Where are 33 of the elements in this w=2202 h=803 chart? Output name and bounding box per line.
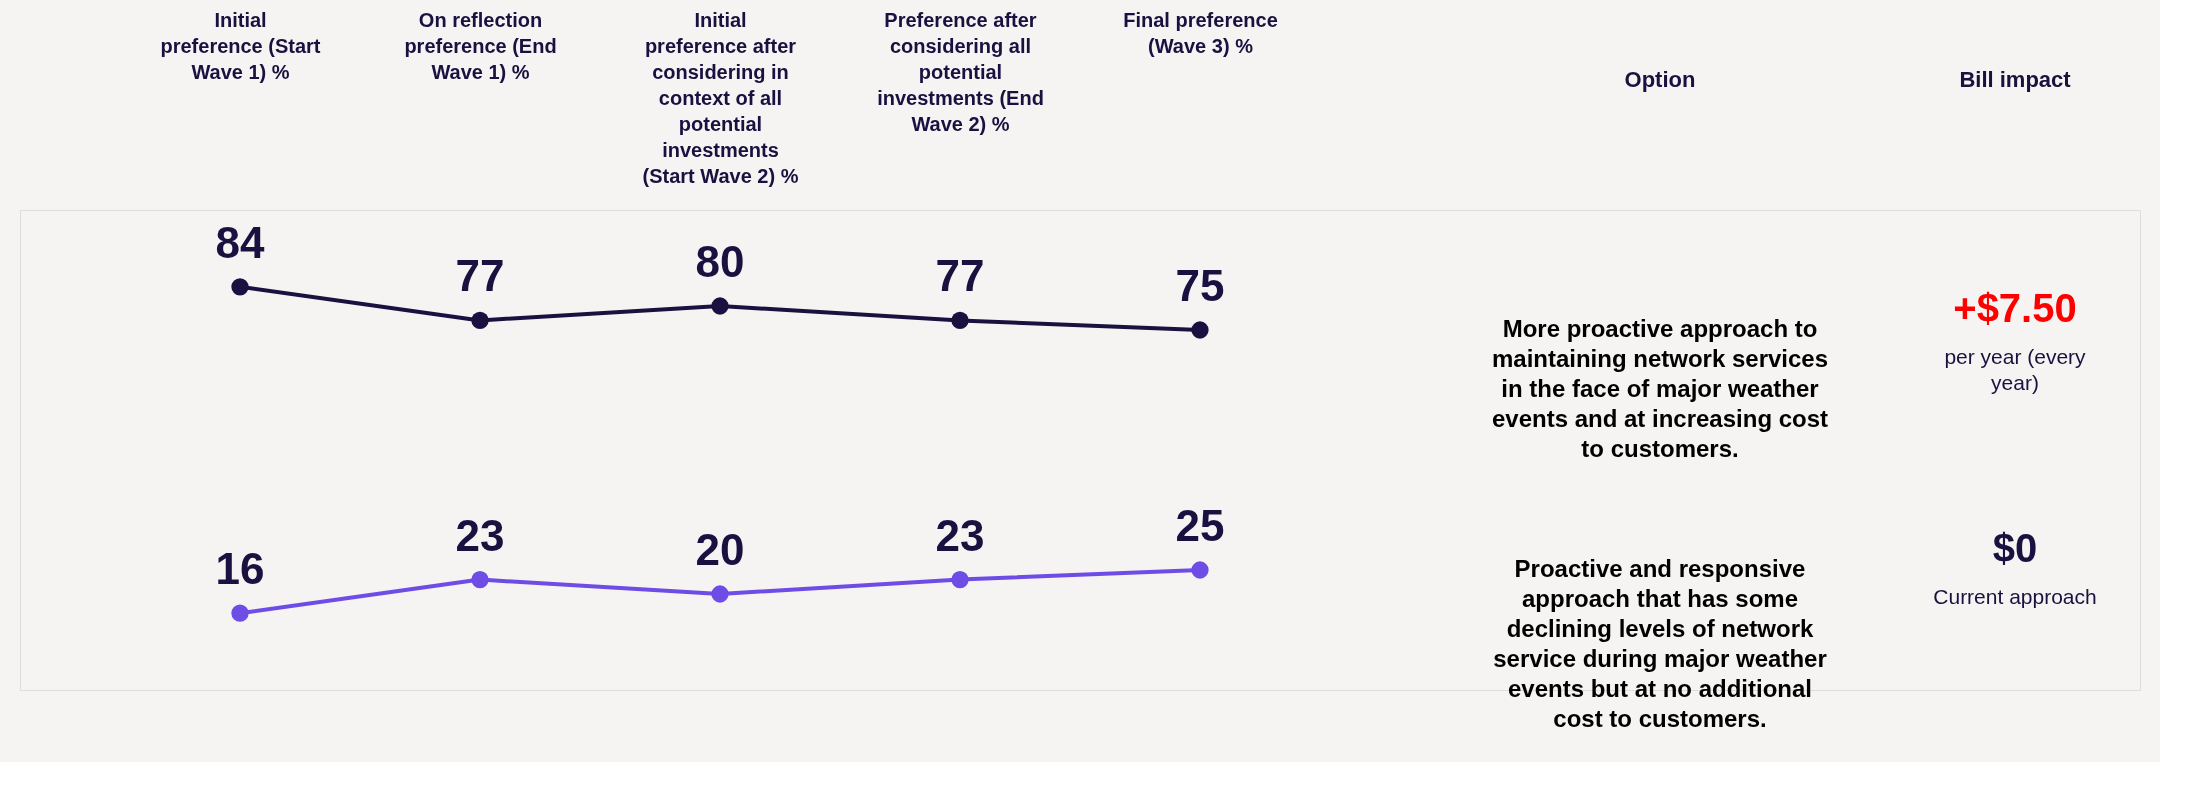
data-label: 77 [935, 251, 985, 301]
data-label: 16 [215, 544, 265, 594]
text: $0 [1992, 526, 2038, 570]
x-tick-label: Initial preference after considering in context of all potential investments (Start Wave 2) % [642, 8, 799, 187]
data-label: 84 [215, 217, 265, 267]
point [471, 311, 489, 330]
text: Bill impact [1959, 67, 2072, 92]
point [951, 570, 969, 589]
text: Proactive and responsive approach that has some declining levels of network service during major weather events but at no additional cost to customers. [1493, 555, 1827, 732]
data-label: 75 [1175, 261, 1225, 310]
point [711, 297, 729, 315]
data-label: 77 [455, 251, 505, 301]
x-tick-label: On reflection preference (End Wave 1) % [404, 8, 557, 83]
point [711, 585, 729, 603]
point [231, 604, 249, 622]
data-label: 80 [695, 237, 745, 286]
data-label: 20 [695, 525, 745, 574]
point [471, 570, 489, 589]
point [231, 278, 249, 296]
point [951, 311, 969, 330]
text: +$7.50 [1953, 286, 2077, 330]
text: More proactive approach to maintaining network services in the face of major weather events and at increasing cost to customers. [1491, 315, 1829, 462]
data-label: 23 [455, 510, 505, 560]
point [1191, 561, 1209, 579]
data-label: 23 [935, 510, 985, 560]
x-tick-label: Final preference (Wave 3) % [1123, 8, 1278, 57]
point [1191, 321, 1209, 339]
x-tick-label: Preference after considering all potential investments (End Wave 2) % [877, 8, 1044, 135]
text: per year (every year) [1944, 345, 2087, 395]
text: Current approach [1933, 585, 2097, 608]
x-tick-label: Initial preference (Start Wave 1) % [160, 8, 321, 83]
data-label: 25 [1175, 501, 1225, 550]
text: Option [1624, 67, 1696, 92]
